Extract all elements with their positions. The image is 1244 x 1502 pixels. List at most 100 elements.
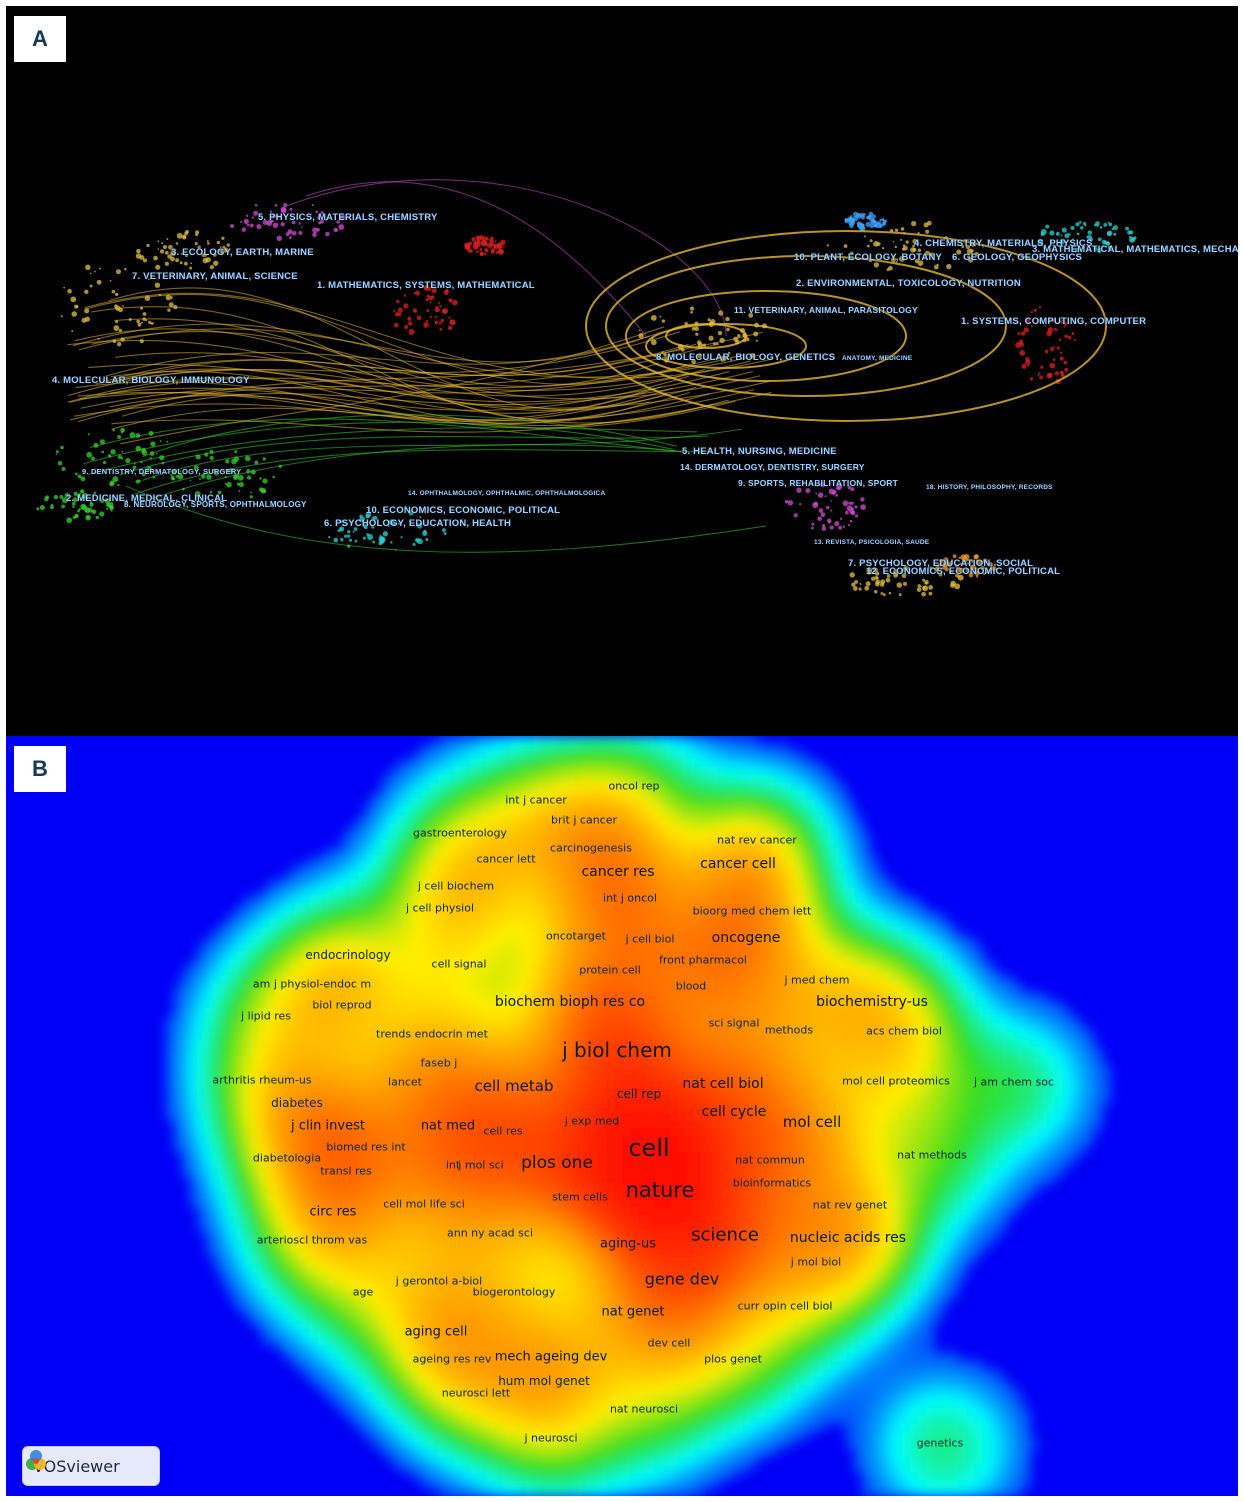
density-cell [670,816,679,825]
density-cell [510,864,519,873]
density-cell [310,1072,319,1081]
density-cell [758,944,767,953]
map-node [403,294,407,297]
density-cell [734,848,743,857]
density-cell [566,896,575,905]
density-cell [822,1024,831,1033]
map-node [340,537,344,542]
density-cell [438,776,447,785]
density-cell [318,896,327,905]
map-node [201,253,206,257]
density-cell [854,856,863,865]
density-cell [446,904,455,913]
density-cell [206,1072,215,1081]
map-node [890,257,897,263]
density-cell [718,808,727,817]
density-cell [622,1016,631,1025]
density-cell [462,1032,471,1041]
density-cell [902,920,911,929]
map-node [1040,365,1044,369]
density-cell [406,1008,415,1017]
density-cell [462,1064,471,1073]
density-cell [526,848,535,857]
density-cell [622,808,631,817]
density-cell [318,920,327,929]
map-node [479,248,483,252]
map-node [826,505,830,510]
map-node [99,511,105,517]
map-node [820,512,826,517]
map-node [99,267,102,270]
density-cell [246,960,255,969]
density-cell [734,1040,743,1049]
density-cell [166,1032,175,1041]
density-cell [366,984,375,993]
density-cell [518,1032,527,1041]
density-cell [750,960,759,969]
density-cell [854,1008,863,1017]
density-cell [742,776,751,785]
density-cell [238,1032,247,1041]
density-cell [742,976,751,985]
density-cell [782,1088,791,1097]
map-node [90,456,96,461]
density-cell [918,1016,927,1025]
density-cell [518,872,527,881]
density-cell [814,936,823,945]
density-cell [830,968,839,977]
density-cell [902,1072,911,1081]
density-cell [670,840,679,849]
density-cell [734,736,743,745]
density-cell [502,1048,511,1057]
density-cell [806,968,815,977]
map-node [74,472,78,476]
density-cell [926,984,935,993]
density-cell [630,1064,639,1073]
density-cell [718,1096,727,1105]
density-cell [854,1064,863,1073]
density-cell [766,1072,775,1081]
density-cell [766,888,775,897]
density-cell [622,784,631,793]
density-cell [750,840,759,849]
density-cell [382,896,391,905]
density-cell [494,1056,503,1065]
density-cell [686,1048,695,1057]
density-cell [518,752,527,761]
density-cell [566,944,575,953]
density-cell [846,832,855,841]
density-cell [574,880,583,889]
density-cell [534,1080,543,1089]
density-cell [758,864,767,873]
density-cell [710,792,719,801]
density-cell [686,736,695,745]
density-cell [886,1040,895,1049]
density-cell [630,904,639,913]
density-cell [694,768,703,777]
density-cell [486,936,495,945]
density-cell [1038,1032,1047,1041]
map-node [39,505,45,511]
density-cell [526,864,535,873]
density-cell [830,792,839,801]
density-cell [550,1072,559,1081]
density-cell [446,824,455,833]
density-cell [326,912,335,921]
density-cell [358,1096,367,1105]
density-cell [966,1000,975,1009]
density-cell [406,760,415,769]
map-node [985,571,988,574]
density-cell [734,768,743,777]
density-cell [406,872,415,881]
density-cell [406,784,415,793]
density-cell [286,888,295,897]
density-cell [974,992,983,1001]
density-cell [510,1000,519,1009]
density-cell [446,888,455,897]
density-cell [1070,1032,1079,1041]
density-cell [574,952,583,961]
density-cell [862,872,871,881]
density-cell [718,848,727,857]
density-cell [278,888,287,897]
density-cell [302,864,311,873]
